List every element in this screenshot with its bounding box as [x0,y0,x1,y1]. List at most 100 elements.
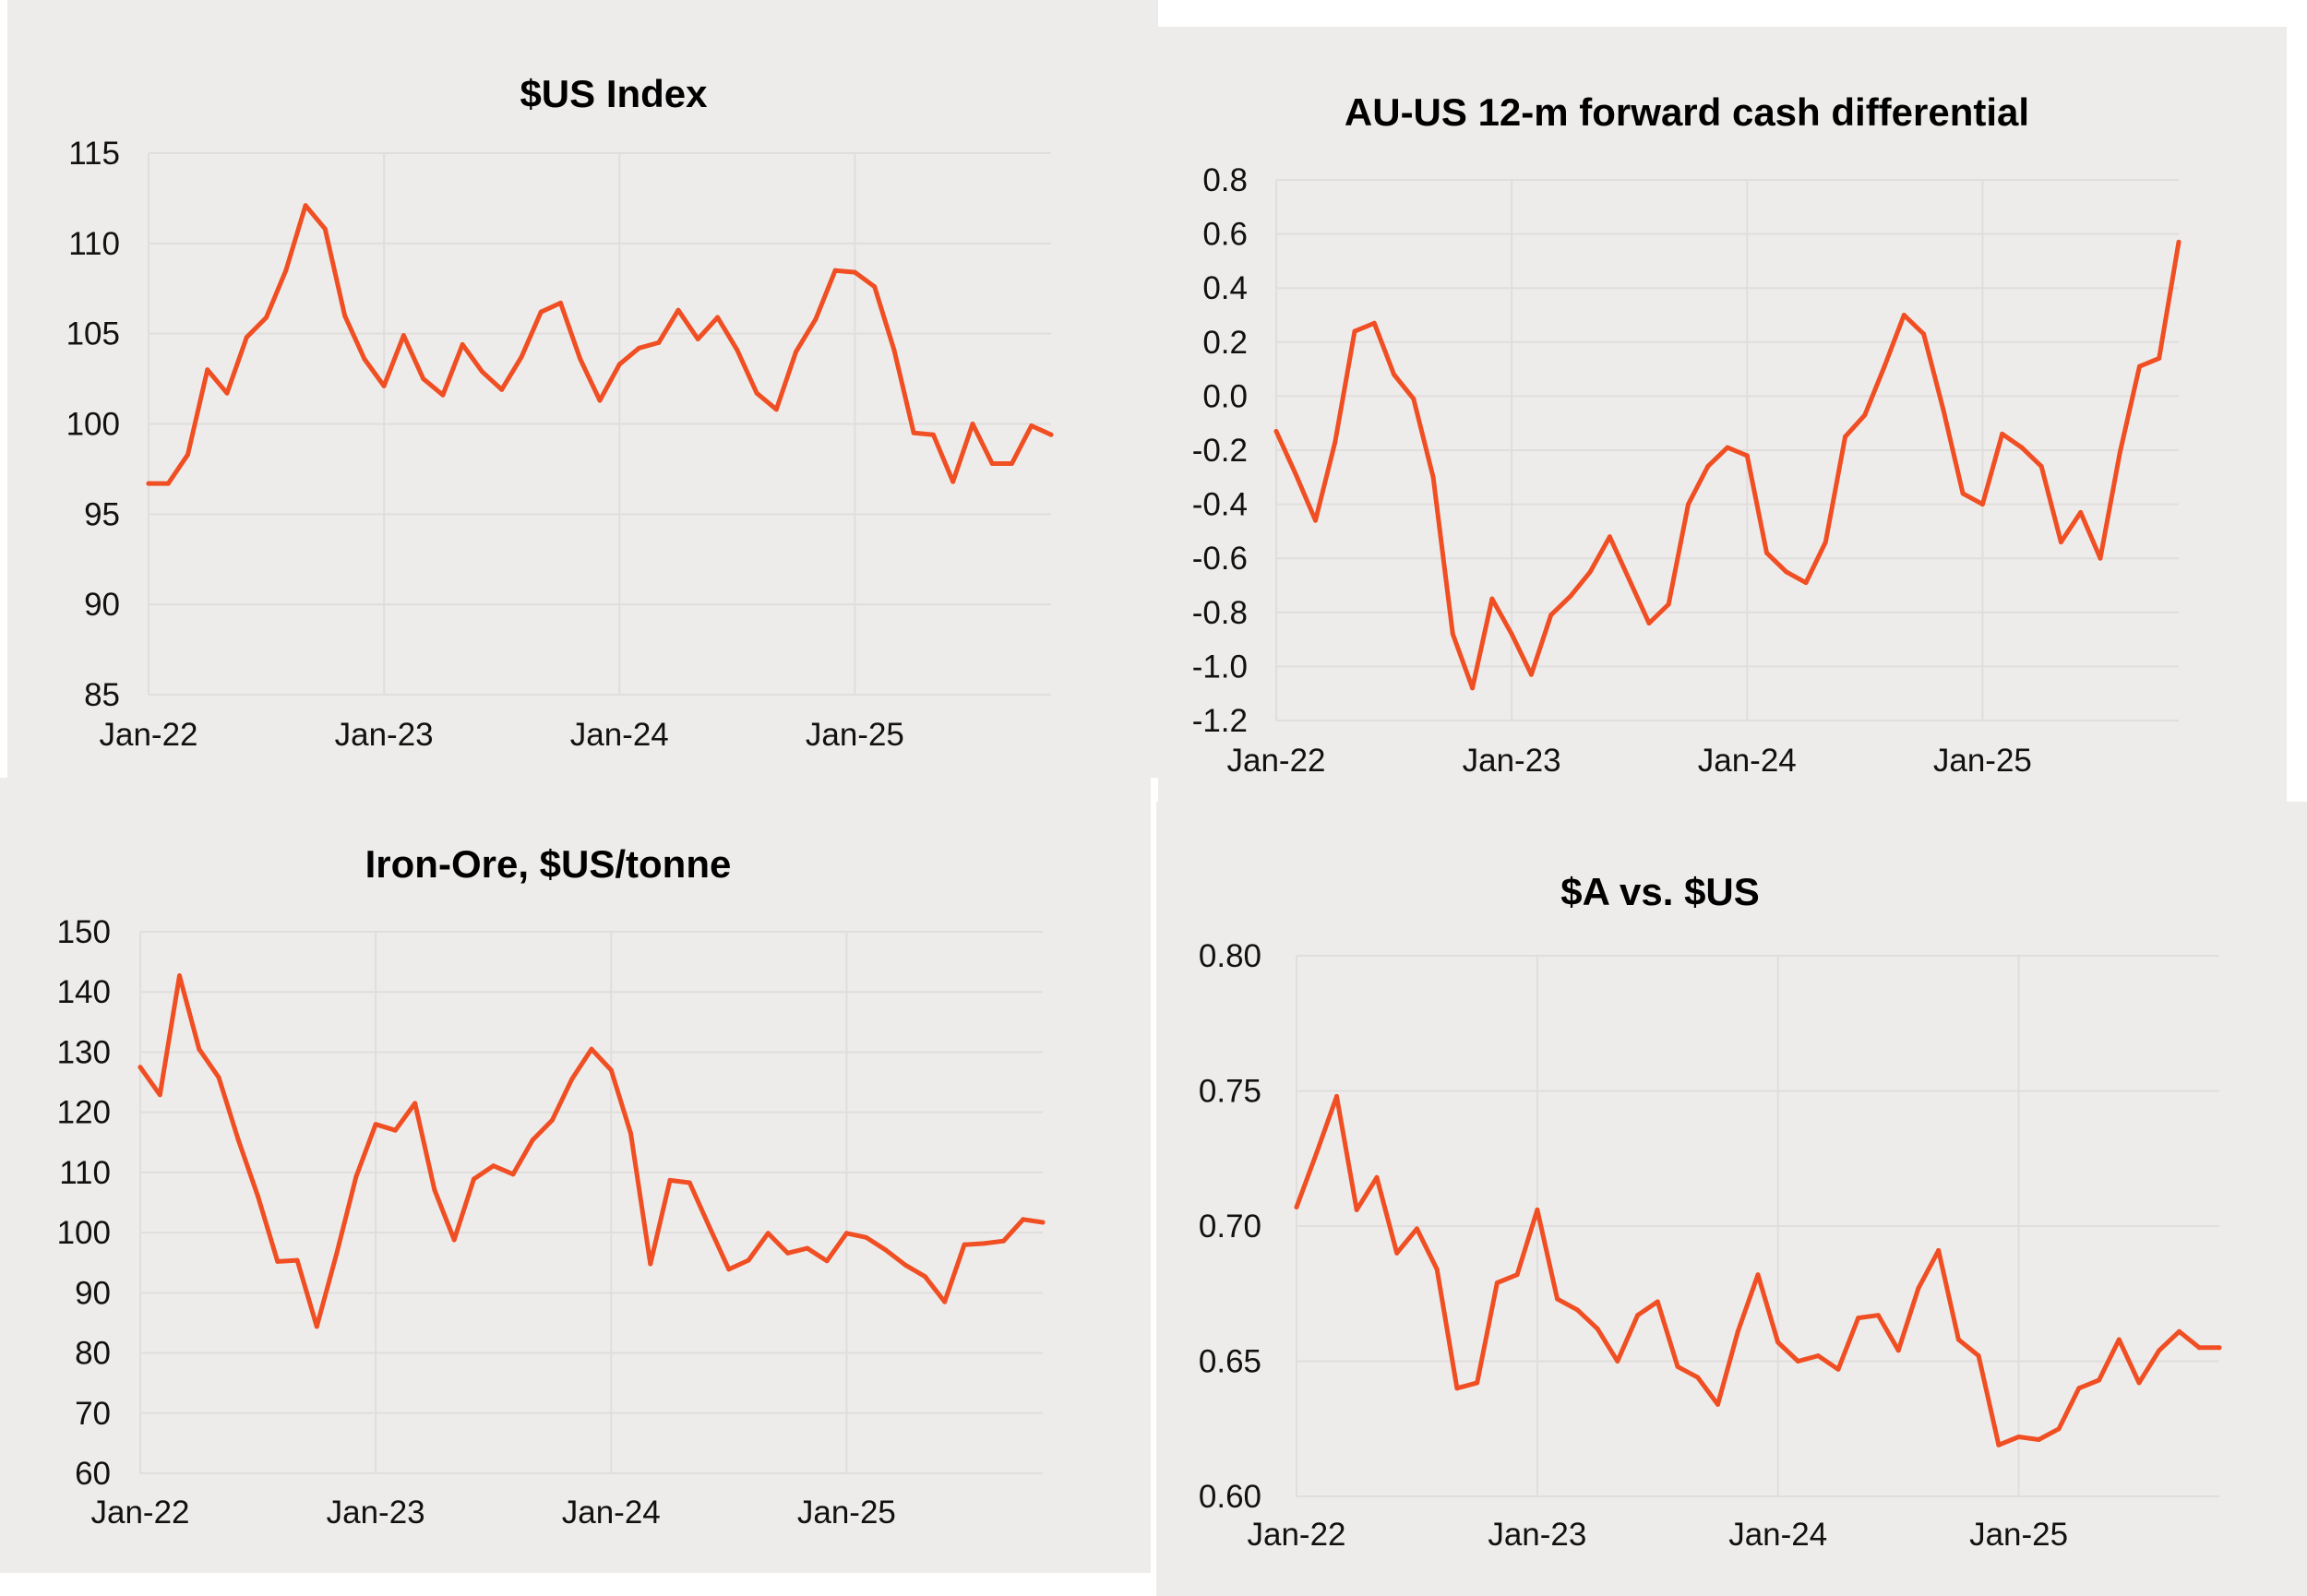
y-tick-label: 0.75 [1199,1074,1261,1110]
data-point [1744,453,1750,459]
data-point [1450,631,1455,637]
data-point [1901,313,1907,317]
data-point [1823,540,1828,545]
data-point [2196,1345,2202,1351]
y-tick-label: 90 [84,587,120,623]
y-tick-label: -0.2 [1192,433,1248,469]
data-point [715,315,721,320]
data-point [1528,672,1534,677]
data-point [872,284,878,290]
data-point [1000,1238,1006,1244]
data-point [1675,1364,1680,1369]
x-tick-label: Jan-24 [1698,743,1797,779]
data-point [1352,328,1357,334]
data-point [557,300,563,305]
y-tick-label: 0.65 [1199,1344,1261,1380]
x-tick-label: Jan-22 [1226,743,1325,779]
data-point [1509,631,1514,637]
chart-title: $US Index [520,72,708,115]
data-point [1882,363,1887,369]
data-point [2098,555,2103,561]
chart-au-us-differential: AU-US 12-m forward cash differential 0.8… [1192,90,2181,779]
data-point [1489,596,1495,601]
data-point [794,349,799,354]
data-point [1021,1217,1026,1222]
data-point [549,1117,555,1123]
data-point [2019,445,2025,450]
data-point [1514,1272,1520,1278]
data-point [2157,355,2162,361]
data-point [589,1046,594,1052]
data-point [902,1262,908,1268]
data-point [1029,423,1034,428]
x-tick-label: Jan-25 [806,717,904,753]
data-point [1976,1353,1981,1359]
data-point [334,1252,340,1257]
data-point [1293,471,1298,477]
data-point [1646,621,1652,626]
y-tick-label: 90 [75,1275,111,1311]
data-point [1895,1348,1901,1353]
data-point [1411,396,1416,401]
chart-usd-index: $US Index 115 110 105 100 95 90 85 Jan-22 Jan-23… [66,72,1054,753]
x-tick-label: Jan-25 [1933,743,2032,779]
data-point [510,1172,516,1177]
data-point [197,1046,202,1052]
y-tick-label: 100 [57,1215,111,1251]
data-point [2097,1377,2102,1383]
data-point [1955,1337,1961,1342]
data-point [1314,1150,1320,1156]
y-tick-label: -1.0 [1192,649,1248,685]
data-point [726,1267,732,1272]
data-point [773,407,779,412]
data-point [1635,1313,1641,1318]
y-tick-label: 80 [75,1336,111,1372]
x-tick-label: Jan-23 [335,717,434,753]
data-point [930,432,936,437]
data-point [1655,1299,1660,1304]
y-tick-label: 120 [57,1095,111,1131]
data-point [843,1231,849,1236]
data-point [1273,428,1279,434]
x-tick-label: Jan-25 [797,1495,896,1530]
data-point [1434,1267,1440,1272]
data-point [911,430,916,435]
panel-iron-ore [0,778,1151,1573]
data-point [616,362,622,367]
data-point [205,367,210,373]
data-point [1627,578,1632,583]
data-point [1862,412,1868,418]
data-point [1294,1204,1299,1209]
x-tick-label: Jan-24 [1728,1517,1827,1553]
y-tick-label: -1.2 [1192,703,1248,739]
data-point [235,1137,241,1143]
x-tick-label: Jan-22 [99,717,197,753]
data-point [2076,1386,2082,1391]
data-point [1574,1307,1580,1313]
data-point [1414,1226,1419,1232]
data-point [275,1258,281,1264]
data-point [1725,445,1730,450]
data-point [1333,439,1338,445]
data-point [381,383,387,388]
data-point [314,1324,319,1329]
data-point [1535,1207,1540,1212]
data-point [785,1250,791,1256]
data-point [432,1187,437,1193]
data-point [392,1127,398,1133]
data-point [177,973,183,979]
data-point [353,1173,359,1179]
data-point [451,1237,457,1243]
y-tick-label: 130 [57,1034,111,1070]
data-point [1009,461,1014,467]
data-point [864,1234,869,1240]
x-tick-label: Jan-24 [562,1495,661,1530]
data-point [479,369,484,375]
panel-aud-usd [1156,802,2307,1596]
y-tick-label: 115 [68,136,120,172]
data-point [637,345,642,351]
data-point [165,481,171,486]
y-tick-label: 110 [59,1155,111,1191]
data-point [1803,580,1809,586]
